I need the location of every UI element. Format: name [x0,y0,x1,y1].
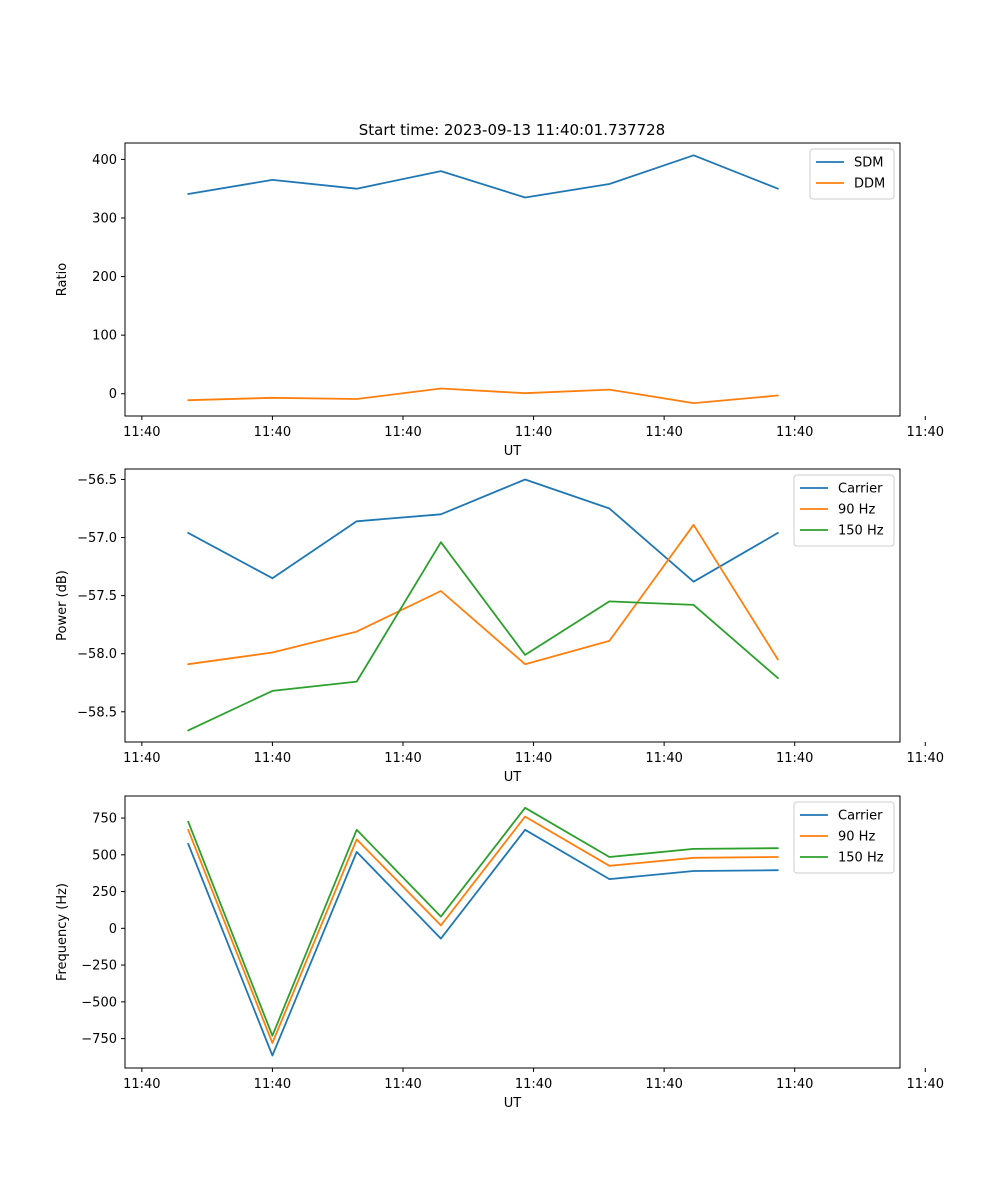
power-legend-label-150-hz: 150 Hz [838,524,884,539]
frequency-x-tick-label: 11:40 [907,1077,944,1092]
ratio-x-tick-label: 11:40 [776,425,813,440]
ratio-x-tick-label: 11:40 [907,425,944,440]
frequency-x-tick-label: 11:40 [645,1077,682,1092]
power-x-tick-label: 11:40 [123,751,160,766]
frequency-x-tick-label: 11:40 [384,1077,421,1092]
power-y-tick-label: −57.5 [77,589,117,604]
power-x-tick-label: 11:40 [254,751,291,766]
power-y-tick-label: −58.5 [77,705,117,720]
ratio-x-tick-label: 11:40 [254,425,291,440]
ratio-plot: 11:40 11:40 11:40 11:40 11:40 11:40 11:40 0 100 2… [55,142,944,459]
ratio-y-tick-label: 100 [92,329,117,344]
power-y-tick-label: −57.0 [77,531,117,546]
power-series-carrier-line [187,478,779,583]
power-y-tick-label: −58.0 [77,647,117,662]
ratio-x-axis-label: UT [504,444,522,459]
frequency-y-axis-label: Frequency (Hz) [55,883,70,981]
ratio-x-tick-label: 11:40 [123,425,160,440]
power-x-tick-label: 11:40 [515,751,552,766]
frequency-y-tick-label: −500 [81,995,117,1010]
ratio-x-tick-label: 11:40 [645,425,682,440]
power-x-axis-label: UT [504,770,522,785]
ratio-y-tick-label: 400 [92,153,117,168]
power-x-tick-label: 11:40 [645,751,682,766]
power-series-90-hz-line [187,523,779,666]
power-legend-label-90-hz: 90 Hz [838,503,875,518]
power-legend: Carrier 90 Hz 150 Hz [793,474,895,547]
power-plot: 11:40 11:40 11:40 11:40 11:40 11:40 11:40 −58.5… [55,468,944,785]
frequency-y-tick-label: 750 [92,812,117,827]
frequency-plot: 11:40 11:40 11:40 11:40 11:40 11:40 11:40 −750 −… [55,795,944,1111]
frequency-x-tick-label: 11:40 [515,1077,552,1092]
frequency-x-tick-label: 11:40 [254,1077,291,1092]
power-x-tick-label: 11:40 [776,751,813,766]
power-series-150-hz-line [187,541,779,732]
ratio-y-tick-label: 200 [92,270,117,285]
ratio-y-axis-label: Ratio [55,263,70,296]
power-x-tick-label: 11:40 [384,751,421,766]
ratio-axes-frame [124,142,901,417]
power-legend-frame [793,474,895,547]
ratio-series-sdm-line [187,154,779,199]
frequency-series-150-hz-line [187,806,779,1037]
power-y-axis-label: Power (dB) [55,570,70,641]
frequency-x-tick-label: 11:40 [776,1077,813,1092]
frequency-axes-frame [124,795,901,1069]
frequency-y-tick-label: −750 [81,1032,117,1047]
ratio-legend: SDM DDM [809,148,895,200]
frequency-y-tick-label: −250 [81,959,117,974]
frequency-x-tick-label: 11:40 [123,1077,160,1092]
ratio-legend-label-ddm: DDM [854,177,885,192]
power-legend-label-carrier: Carrier [838,482,883,497]
frequency-series-90-hz-line [187,815,779,1044]
power-axes-frame [124,468,901,743]
ratio-x-tick-label: 11:40 [515,425,552,440]
frequency-legend-frame [793,801,895,874]
ratio-x-tick-label: 11:40 [384,425,421,440]
ratio-series-ddm-line [187,387,779,405]
frequency-y-tick-label: 0 [109,922,117,937]
frequency-series-carrier-line [187,828,779,1057]
frequency-legend-label-150-hz: 150 Hz [838,851,884,866]
frequency-x-axis-label: UT [504,1096,522,1111]
frequency-legend-label-90-hz: 90 Hz [838,830,875,845]
frequency-y-tick-label: 250 [92,885,117,900]
frequency-y-tick-label: 500 [92,848,117,863]
frequency-legend-label-carrier: Carrier [838,809,883,824]
ratio-y-tick-label: 0 [109,387,117,402]
frequency-legend: Carrier 90 Hz 150 Hz [793,801,895,874]
ratio-y-tick-label: 300 [92,211,117,226]
power-x-tick-label: 11:40 [907,751,944,766]
ratio-legend-label-sdm: SDM [854,156,883,171]
figure-title: Start time: 2023-09-13 11:40:01.737728 [359,121,665,139]
power-y-tick-label: −56.5 [77,473,117,488]
